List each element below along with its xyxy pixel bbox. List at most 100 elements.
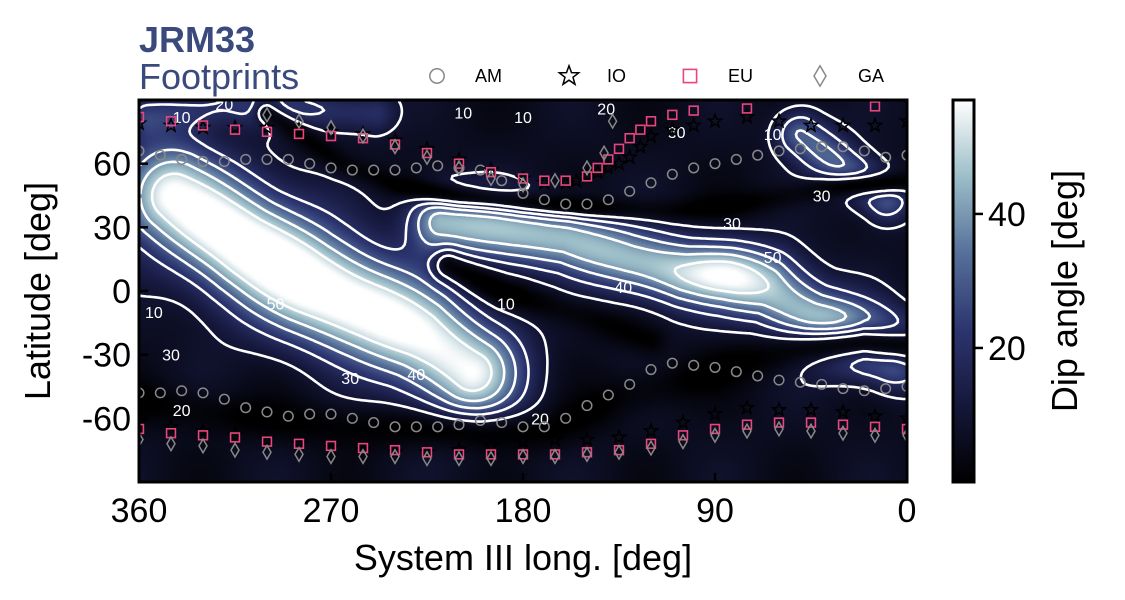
- x-tick-label: 0: [898, 492, 917, 530]
- marker-io: [685, 116, 703, 133]
- marker-eu: [485, 449, 497, 460]
- marker-am: [197, 387, 209, 399]
- chart-title-line1: JRM33: [139, 19, 255, 60]
- marker-eu: [741, 419, 753, 430]
- x-axis-label: System III long. [deg]: [354, 537, 692, 578]
- marker-am: [474, 164, 486, 176]
- marker-am: [581, 198, 593, 210]
- marker-io: [578, 430, 596, 447]
- marker-am: [282, 153, 294, 165]
- marker-io: [738, 398, 756, 415]
- marker-io: [866, 116, 884, 133]
- marker-am: [837, 141, 849, 153]
- marker-io: [194, 422, 212, 439]
- contour-label: 50: [267, 297, 285, 314]
- marker-io: [642, 127, 660, 144]
- marker-ga: [390, 138, 400, 155]
- marker-io: [546, 430, 564, 447]
- marker-eu: [421, 147, 433, 159]
- marker-am: [752, 370, 764, 382]
- marker-am: [176, 385, 188, 397]
- axes: 360 270 180 90 0 60 30 0 -30 -60: [82, 146, 917, 530]
- marker-io: [139, 413, 148, 430]
- marker-ga: [139, 431, 144, 448]
- marker-ga: [294, 112, 304, 130]
- marker-am: [368, 164, 380, 176]
- marker-am: [816, 378, 828, 390]
- marker-io: [802, 116, 820, 133]
- marker-am: [773, 145, 785, 157]
- marker-eu: [837, 419, 849, 430]
- contour-10: [139, 100, 907, 423]
- legend-marker: [813, 64, 827, 88]
- marker-eu: [421, 447, 433, 458]
- marker-eu: [688, 105, 699, 116]
- marker-am: [880, 151, 892, 163]
- legend-label: IO: [607, 66, 626, 86]
- marker-am: [496, 417, 508, 429]
- marker-io: [802, 400, 820, 418]
- marker-eu: [539, 175, 550, 186]
- marker-am: [624, 185, 636, 197]
- marker-eu: [773, 417, 785, 428]
- marker-ga: [599, 144, 609, 162]
- marker-ga: [198, 437, 208, 455]
- colorbar-label: Dip angle [deg]: [1044, 170, 1085, 412]
- marker-eu: [613, 143, 625, 155]
- marker-io: [770, 400, 788, 418]
- marker-io: [770, 112, 788, 129]
- marker-am: [901, 149, 907, 161]
- marker-io: [663, 120, 681, 138]
- marker-ga: [582, 159, 592, 177]
- marker-eu: [805, 417, 817, 428]
- marker-io: [386, 131, 404, 148]
- marker-ga: [326, 119, 336, 136]
- marker-am: [730, 153, 742, 165]
- marker-io: [354, 124, 372, 142]
- marker-eu: [229, 432, 241, 443]
- marker-am: [389, 421, 401, 433]
- marker-eu: [357, 442, 369, 454]
- marker-am: [538, 421, 550, 433]
- marker-am: [304, 158, 316, 170]
- x-tick-label: 90: [696, 492, 734, 530]
- y-tick-label: 0: [112, 273, 131, 311]
- marker-am: [816, 141, 828, 153]
- legend-marker: [557, 63, 581, 87]
- marker-eu: [560, 175, 571, 186]
- marker-ga: [230, 441, 240, 459]
- marker-am: [752, 149, 764, 161]
- marker-am: [410, 421, 422, 433]
- contour-40: [139, 160, 848, 403]
- marker-ga: [614, 444, 624, 461]
- marker-io: [834, 116, 852, 133]
- marker-io: [706, 405, 724, 422]
- marker-ga: [486, 170, 496, 187]
- legend-label: EU: [728, 66, 753, 86]
- marker-am: [517, 187, 529, 199]
- marker-eu: [709, 423, 721, 435]
- dip-angle-heatmap: [139, 100, 907, 482]
- marker-ga: [806, 422, 816, 440]
- marker-eu: [645, 438, 657, 449]
- marker-eu: [261, 126, 273, 138]
- colorbar: [951, 98, 976, 484]
- marker-am: [496, 175, 508, 187]
- footprint-markers: [139, 101, 907, 467]
- contour-label: 30: [162, 348, 180, 365]
- marker-eu: [485, 166, 497, 178]
- marker-ga: [358, 448, 368, 465]
- marker-am: [645, 177, 657, 189]
- marker-am: [368, 417, 380, 429]
- marker-am: [517, 421, 529, 433]
- contour-label: 10: [764, 127, 782, 144]
- marker-eu: [581, 171, 593, 182]
- contour-label: 30: [668, 125, 686, 142]
- colorbar-tick-label: 20: [988, 330, 1026, 368]
- x-tick-label: 270: [303, 492, 360, 530]
- y-axis-label: Latitude [deg]: [17, 182, 58, 400]
- marker-ga: [902, 427, 907, 444]
- marker-am: [139, 145, 145, 157]
